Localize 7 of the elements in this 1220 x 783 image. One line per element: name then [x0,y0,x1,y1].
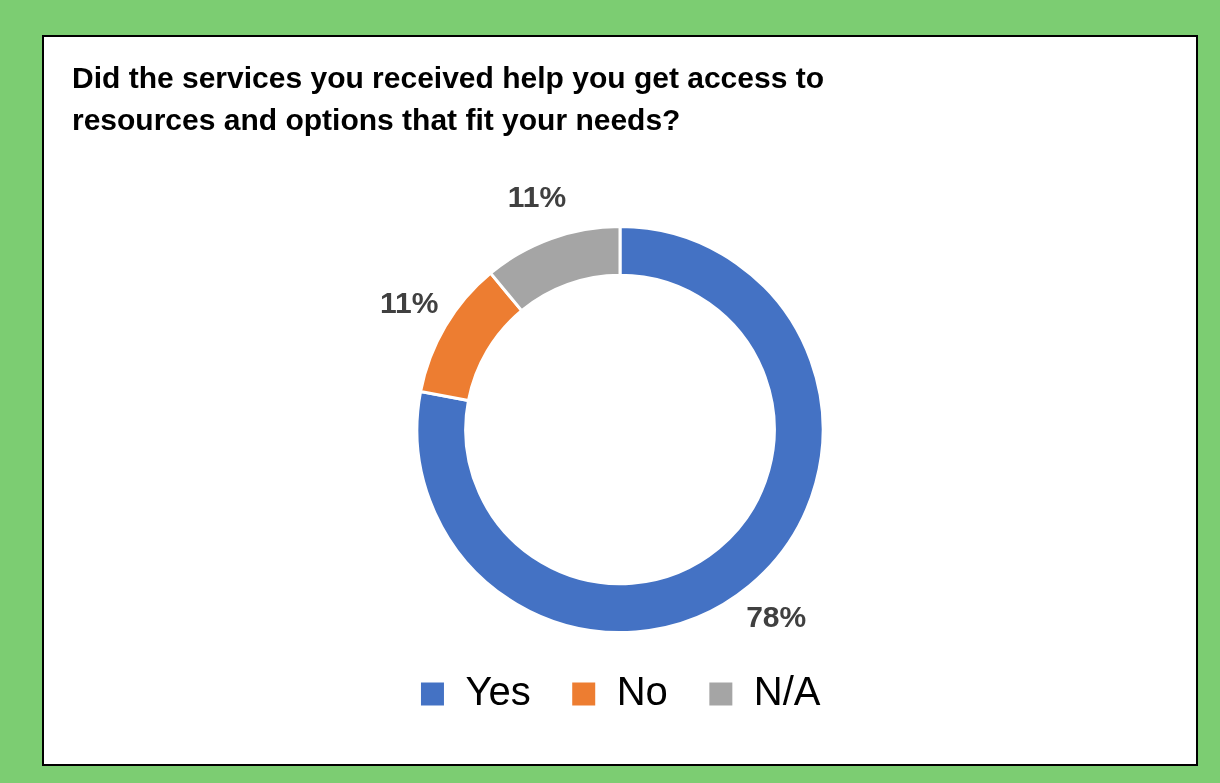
chart-title: Did the services you received help you get access to resources and options that fit your needs? [72,60,825,138]
legend-label: N/A [753,669,821,714]
data-label: 11% [507,180,567,214]
legend-label: Yes [465,669,531,714]
legend-label: No [616,669,668,714]
data-label: 78% [746,599,807,633]
data-label: 11% [379,286,439,320]
